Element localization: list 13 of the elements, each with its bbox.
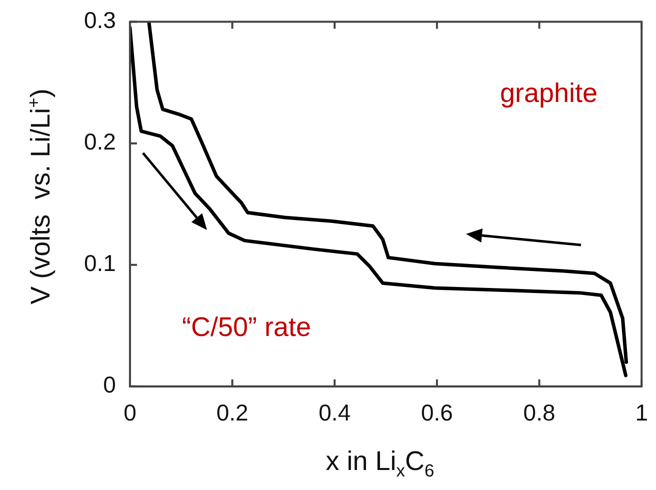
annotation: “C/50” rate xyxy=(182,312,312,343)
x-tick-label: 0 xyxy=(124,400,136,426)
x-tick-label: 0.8 xyxy=(523,400,556,426)
y-tick-label: 0.2 xyxy=(84,128,116,155)
x-tick-label: 0.2 xyxy=(216,400,248,426)
x-tick-label: 1 xyxy=(635,400,648,426)
y-tick-label: 0.1 xyxy=(84,250,116,276)
y-tick-label: 0.3 xyxy=(84,7,116,34)
x-tick-label: 0.6 xyxy=(420,400,453,426)
x-tick-label: 0.4 xyxy=(318,400,351,426)
x-axis-title: x in Li$_{x}$C$_{6}$ xyxy=(324,446,436,482)
annotation: graphite xyxy=(500,78,598,109)
y-tick-label: 0 xyxy=(103,372,116,398)
